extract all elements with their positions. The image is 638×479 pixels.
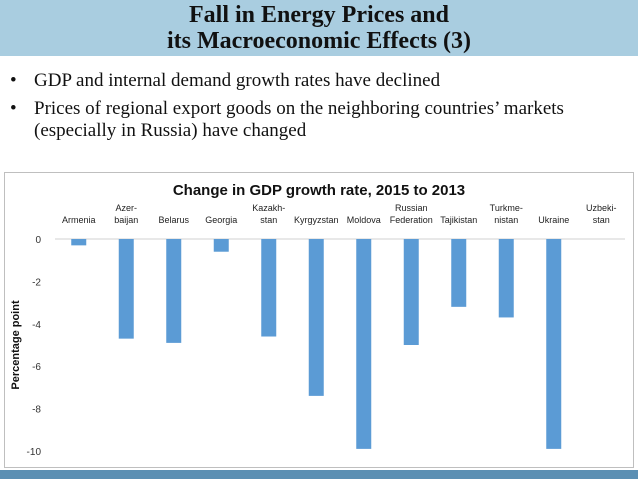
category-label: Kyrgyzstan bbox=[294, 215, 339, 225]
bar bbox=[261, 239, 277, 337]
slide-title-line-2: its Macroeconomic Effects (3) bbox=[166, 28, 472, 54]
bar bbox=[308, 239, 324, 396]
bar bbox=[71, 239, 87, 246]
bullet-item: • Prices of regional export goods on the… bbox=[10, 98, 630, 142]
bullet-text: GDP and internal demand growth rates hav… bbox=[34, 70, 441, 91]
bullet-list: • GDP and internal demand growth rates h… bbox=[10, 70, 630, 148]
category-label: Azer-baijan bbox=[114, 203, 138, 225]
y-tick-label: -10 bbox=[27, 447, 42, 458]
category-label: Russian Federation bbox=[390, 203, 433, 225]
category-label: Kazakh-stan bbox=[252, 203, 285, 225]
bar bbox=[451, 239, 467, 307]
y-tick-label: 0 bbox=[35, 235, 41, 246]
bar bbox=[498, 239, 514, 318]
bullet-item: • GDP and internal demand growth rates h… bbox=[10, 70, 630, 92]
bar bbox=[213, 239, 229, 252]
y-tick-label: -2 bbox=[32, 277, 41, 288]
bullet-dot: • bbox=[10, 70, 17, 91]
bar bbox=[118, 239, 134, 339]
title-band: Fall in Energy Prices and its Macroecono… bbox=[0, 0, 638, 56]
category-label: Ukraine bbox=[538, 215, 569, 225]
category-label: Armenia bbox=[62, 215, 96, 225]
category-label: Uzbeki-stan bbox=[586, 203, 617, 225]
bullet-text: Prices of regional export goods on the n… bbox=[34, 98, 564, 141]
y-axis-label: Percentage point bbox=[10, 300, 22, 390]
category-label: Tajikistan bbox=[440, 215, 477, 225]
bullet-dot: • bbox=[10, 98, 17, 119]
chart-title: Change in GDP growth rate, 2015 to 2013 bbox=[173, 182, 465, 199]
y-tick-label: -6 bbox=[32, 362, 41, 373]
bar bbox=[403, 239, 419, 345]
gdp-bar-chart: Change in GDP growth rate, 2015 to 2013 P… bbox=[10, 182, 625, 458]
y-tick-label: -8 bbox=[32, 405, 41, 416]
bar bbox=[166, 239, 182, 343]
category-label: Georgia bbox=[205, 215, 237, 225]
bar bbox=[356, 239, 372, 449]
bottom-band bbox=[0, 470, 638, 479]
category-label: Belarus bbox=[158, 215, 189, 225]
bar bbox=[546, 239, 562, 449]
chart-container: Change in GDP growth rate, 2015 to 2013 P… bbox=[4, 172, 634, 468]
slide-title-line-1: Fall in Energy Prices and bbox=[189, 2, 449, 28]
category-label: Turkme-nistan bbox=[490, 203, 523, 225]
y-tick-label: -4 bbox=[32, 320, 41, 331]
category-label: Moldova bbox=[347, 215, 381, 225]
